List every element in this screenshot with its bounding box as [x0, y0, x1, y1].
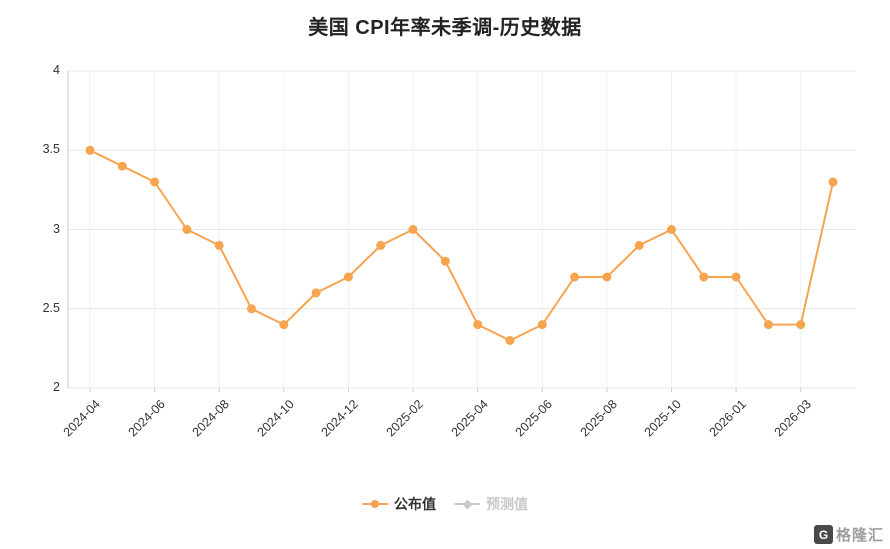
published-series-marker-icon [362, 499, 388, 509]
x-axis-label: 2025-06 [512, 397, 556, 440]
x-axis-label: 2024-04 [60, 397, 103, 440]
gelonghui-watermark: G 格隆汇 [813, 524, 884, 545]
x-axis-label: 2025-04 [448, 397, 491, 440]
x-axis-label: 2025-02 [383, 397, 426, 440]
y-axis-label: 2.5 [42, 300, 60, 315]
gelonghui-watermark-text: 格隆汇 [835, 527, 884, 544]
y-axis-label: 4 [53, 63, 60, 77]
x-axis-label: 2024-12 [318, 397, 362, 440]
gelonghui-logo-icon: G [813, 525, 833, 544]
y-axis-label: 3.5 [42, 142, 60, 157]
legend-label-forecast: 预测值 [486, 496, 528, 512]
x-axis-label: 2025-08 [577, 397, 620, 440]
x-axis-label: 2026-01 [706, 397, 749, 440]
y-axis-label: 2 [53, 380, 60, 394]
x-axis-label: 2026-03 [771, 397, 814, 440]
x-axis-label: 2024-06 [125, 397, 168, 440]
y-axis-label: 3 [53, 221, 60, 236]
chart-legend: 公布值 预测值 [0, 494, 890, 514]
legend-item-forecast[interactable]: 预测值 [454, 494, 528, 514]
x-axis-label: 2024-08 [189, 397, 233, 440]
legend-item-published[interactable]: 公布值 [362, 494, 436, 514]
forecast-series-marker-icon [454, 499, 480, 510]
chart-title: 美国 CPI年率未季调-历史数据 [308, 17, 582, 39]
x-axis-label: 2024-10 [254, 397, 297, 440]
legend-label-published: 公布值 [394, 496, 436, 512]
x-axis-label: 2025-10 [642, 397, 685, 440]
